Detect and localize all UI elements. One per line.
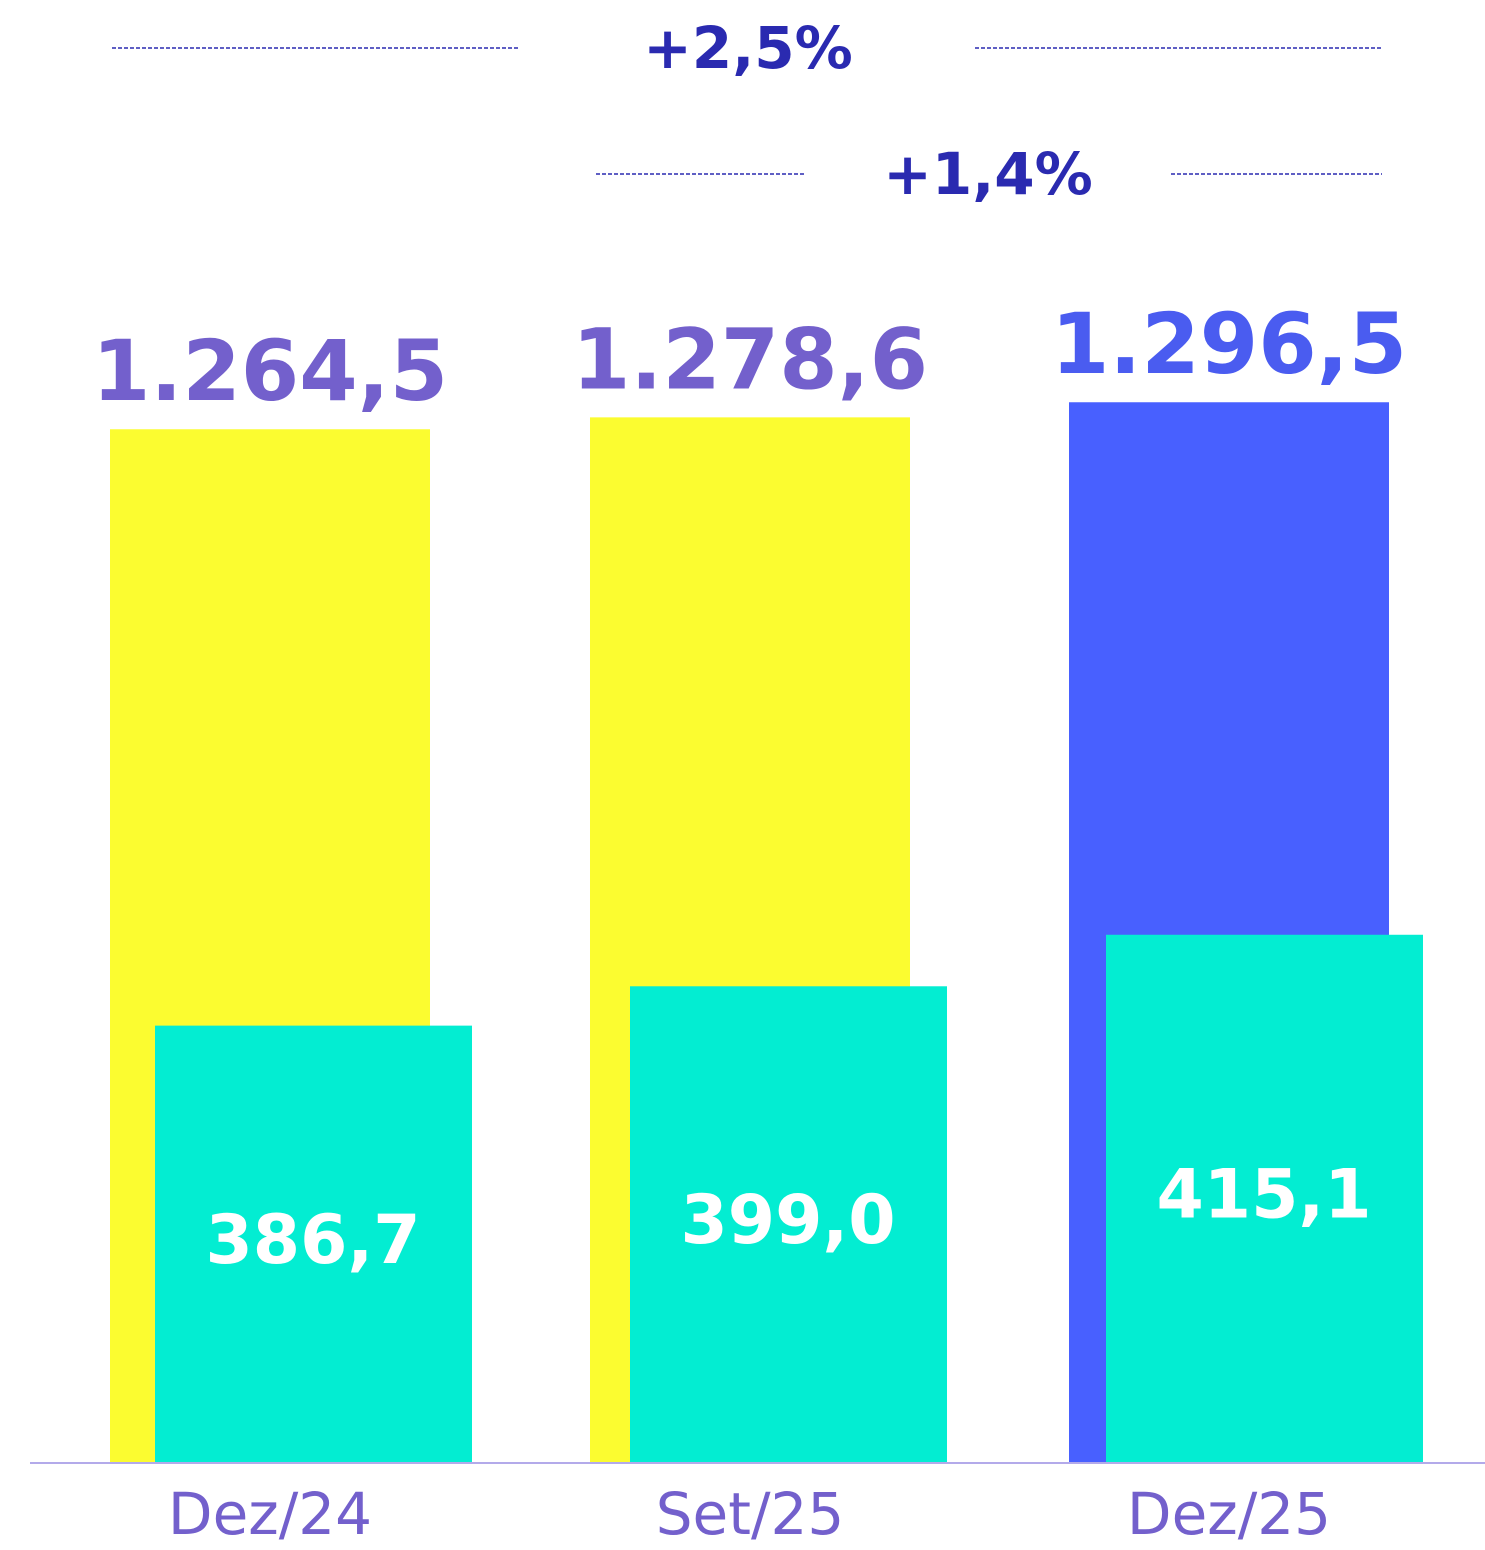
value-label: 415,1 — [1156, 1155, 1371, 1234]
x-tick-label: Dez/25 — [1127, 1480, 1331, 1548]
x-tick-label: Dez/24 — [168, 1480, 372, 1548]
value-label: 1.264,5 — [92, 322, 448, 420]
value-label: 386,7 — [205, 1201, 420, 1280]
annotation: +2,5% — [643, 14, 852, 82]
annotation: +1,4% — [883, 140, 1092, 208]
bar — [155, 1025, 472, 1463]
bar — [1106, 934, 1423, 1463]
value-label: 1.278,6 — [572, 310, 928, 408]
value-label: 1.296,5 — [1051, 295, 1407, 393]
bar — [630, 986, 947, 1463]
x-tick-label: Set/25 — [656, 1480, 845, 1548]
value-label: 399,0 — [680, 1181, 895, 1260]
